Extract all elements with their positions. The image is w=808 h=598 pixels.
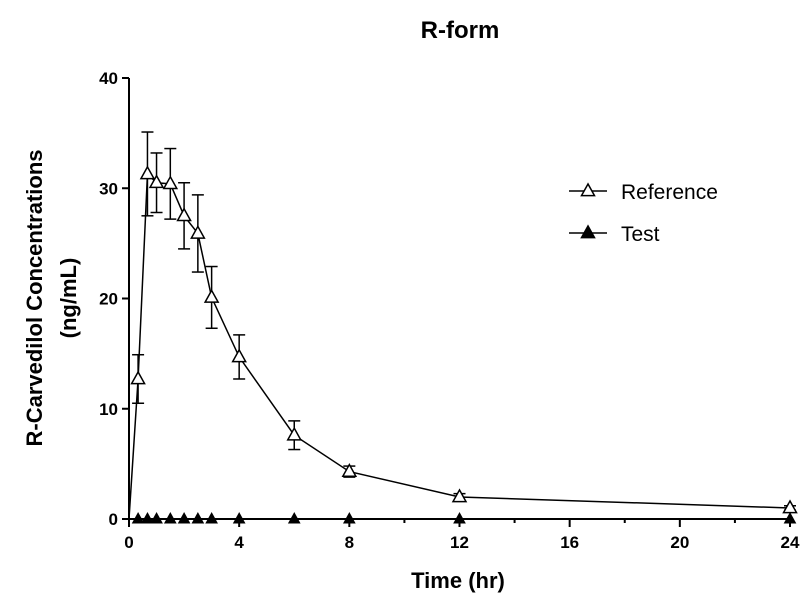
reference-point bbox=[139, 165, 156, 180]
x-tick-label-16: 16 bbox=[560, 533, 579, 552]
reference-point bbox=[203, 288, 220, 303]
legend-reference-marker bbox=[580, 182, 596, 197]
x-tick-label-24: 24 bbox=[781, 533, 800, 552]
y-tick-label-40: 40 bbox=[99, 69, 118, 88]
test-point bbox=[163, 512, 177, 524]
x-tick-label-0: 0 bbox=[124, 533, 133, 552]
y-tick-label-10: 10 bbox=[99, 400, 118, 419]
test-point bbox=[150, 512, 163, 524]
test-point bbox=[177, 512, 191, 524]
reference-point bbox=[341, 463, 358, 478]
test-point bbox=[131, 512, 145, 524]
y-tick-label-20: 20 bbox=[99, 290, 118, 309]
plot-area: 0 10 20 30 40 0 4 8 12 16 20 24 bbox=[99, 69, 800, 552]
reference-point bbox=[176, 207, 192, 222]
y-tick-label-30: 30 bbox=[99, 179, 118, 198]
legend-reference-label: Reference bbox=[621, 181, 718, 204]
test-point bbox=[783, 512, 797, 524]
chart-title: R-form bbox=[421, 17, 500, 44]
y-axis-label-line1: R-Carvedilol Concentrations bbox=[22, 149, 47, 446]
x-tick-label-8: 8 bbox=[345, 533, 354, 552]
reference-point bbox=[451, 488, 468, 503]
x-tick-label-12: 12 bbox=[450, 533, 469, 552]
y-tick-label-0: 0 bbox=[109, 510, 118, 529]
test-point bbox=[191, 512, 205, 524]
x-tick-label-20: 20 bbox=[670, 533, 689, 552]
test-point bbox=[232, 512, 246, 524]
test-point bbox=[141, 512, 154, 524]
reference-point bbox=[286, 426, 303, 441]
test-point bbox=[205, 512, 218, 524]
test-point bbox=[453, 512, 466, 524]
reference-point bbox=[231, 348, 247, 363]
test-point bbox=[287, 512, 301, 524]
reference-point bbox=[148, 174, 165, 189]
reference-point bbox=[782, 499, 798, 514]
legend-test-marker bbox=[580, 224, 596, 239]
test-point bbox=[342, 512, 356, 524]
legend-test-label: Test bbox=[621, 223, 660, 246]
reference-series-line bbox=[128, 172, 791, 520]
x-tick-label-4: 4 bbox=[234, 533, 244, 552]
reference-point bbox=[190, 224, 206, 239]
legend: Reference Test bbox=[569, 181, 718, 246]
reference-point bbox=[130, 370, 146, 385]
reference-point bbox=[162, 175, 179, 190]
y-axis-label-line2: (ng/mL) bbox=[56, 258, 81, 339]
x-axis-label: Time (hr) bbox=[411, 568, 505, 593]
